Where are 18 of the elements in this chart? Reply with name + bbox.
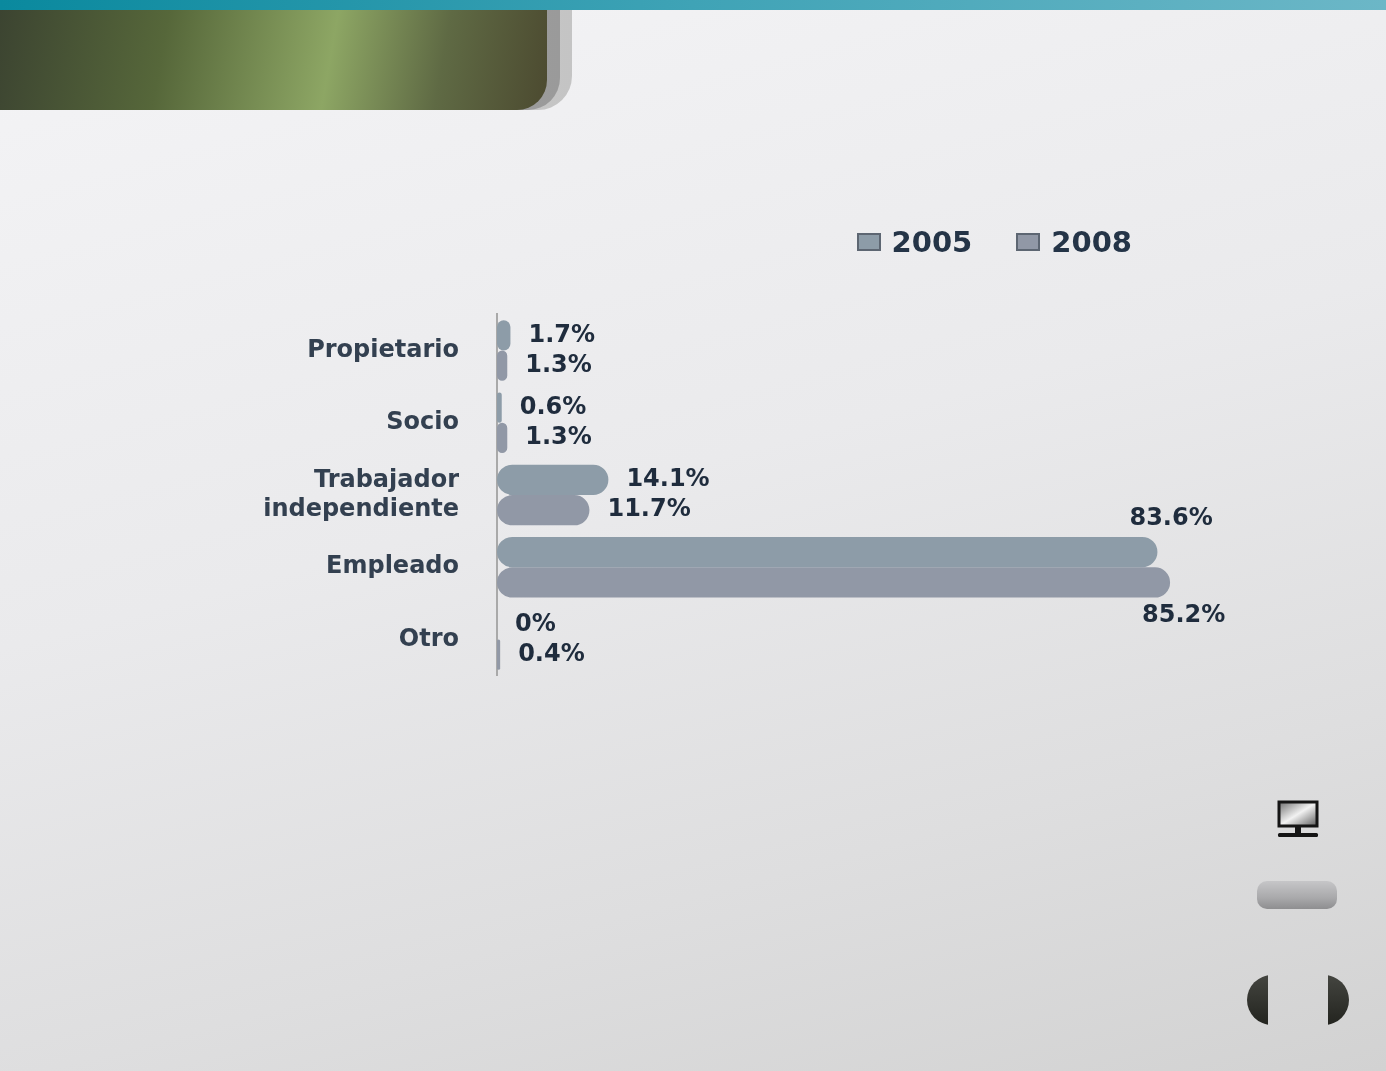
- data-label: 11.7%: [607, 494, 691, 523]
- y-tick-label: Otro: [398, 623, 459, 652]
- y-tick-label: Socio: [386, 406, 459, 435]
- data-label: 1.7%: [528, 319, 595, 348]
- data-label: 85.2%: [1142, 599, 1226, 628]
- data-label: 0.6%: [519, 391, 587, 420]
- legend-label: 2008: [1051, 224, 1132, 260]
- y-tick-label: Empleado: [326, 551, 459, 580]
- y-tick-label: Trabajador independiente: [263, 464, 460, 522]
- data-label: 83.6%: [1129, 503, 1213, 532]
- legend-label: 2005: [891, 224, 973, 260]
- data-label: 0.4%: [518, 638, 585, 667]
- data-label: 1.3%: [525, 422, 592, 451]
- data-label: 1.3%: [525, 349, 592, 378]
- data-label: 14.1%: [626, 464, 710, 493]
- bar: [497, 639, 501, 670]
- y-tick-label: Propietario: [307, 334, 459, 363]
- data-label: 0%: [515, 608, 556, 637]
